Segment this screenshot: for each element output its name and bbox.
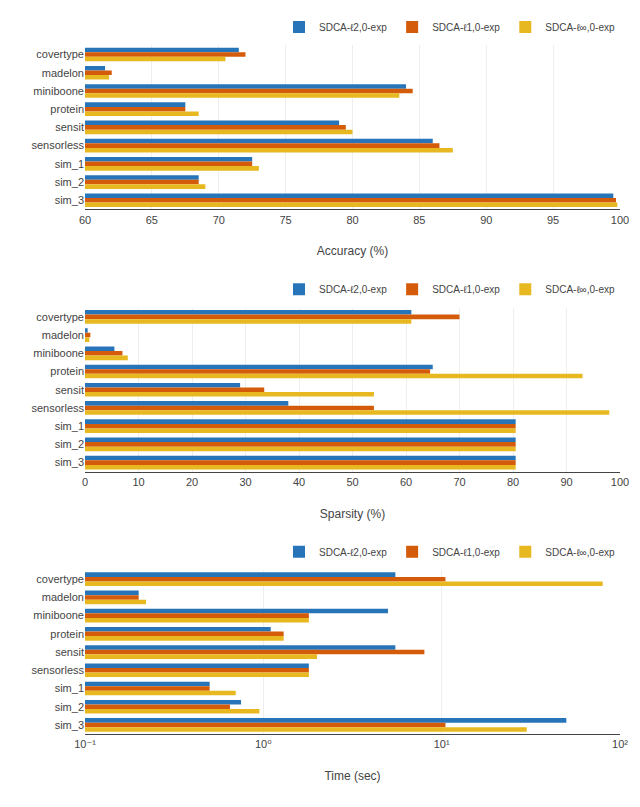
svg-text:SDCA-ℓ2,0-exp: SDCA-ℓ2,0-exp xyxy=(319,284,387,295)
svg-text:sim_2: sim_2 xyxy=(55,701,84,713)
svg-text:sensorless: sensorless xyxy=(31,402,84,414)
svg-text:protein: protein xyxy=(50,365,84,377)
svg-text:protein: protein xyxy=(50,103,84,115)
svg-text:sim_3: sim_3 xyxy=(55,719,84,731)
svg-text:10¹: 10¹ xyxy=(434,738,450,750)
svg-text:90: 90 xyxy=(480,214,492,226)
svg-text:sensorless: sensorless xyxy=(31,139,84,151)
svg-text:65: 65 xyxy=(146,214,158,226)
svg-text:10⁻¹: 10⁻¹ xyxy=(74,738,96,750)
svg-text:70: 70 xyxy=(453,476,465,488)
svg-text:10: 10 xyxy=(132,476,144,488)
svg-text:20: 20 xyxy=(186,476,198,488)
svg-text:sim_1: sim_1 xyxy=(55,420,84,432)
svg-text:miniboone: miniboone xyxy=(33,85,84,97)
svg-text:60: 60 xyxy=(400,476,412,488)
svg-text:sensit: sensit xyxy=(55,384,84,396)
svg-text:SDCA-ℓ1,0-exp: SDCA-ℓ1,0-exp xyxy=(432,547,500,558)
svg-text:madelon: madelon xyxy=(42,591,84,603)
svg-text:sensorless: sensorless xyxy=(31,664,84,676)
svg-text:90: 90 xyxy=(560,476,572,488)
svg-text:95: 95 xyxy=(547,214,559,226)
svg-text:covertype: covertype xyxy=(36,573,84,585)
svg-text:10²: 10² xyxy=(612,738,628,750)
svg-text:SDCA-ℓ2,0-exp: SDCA-ℓ2,0-exp xyxy=(319,547,387,558)
svg-text:100: 100 xyxy=(611,214,629,226)
svg-text:85: 85 xyxy=(413,214,425,226)
svg-text:60: 60 xyxy=(79,214,91,226)
svg-text:40: 40 xyxy=(293,476,305,488)
svg-text:SDCA-ℓ2,0-exp: SDCA-ℓ2,0-exp xyxy=(319,22,387,33)
svg-text:Sparsity (%): Sparsity (%) xyxy=(320,507,385,521)
svg-text:10⁰: 10⁰ xyxy=(255,738,272,750)
svg-text:50: 50 xyxy=(346,476,358,488)
svg-text:madelon: madelon xyxy=(42,329,84,341)
svg-text:protein: protein xyxy=(50,628,84,640)
svg-text:80: 80 xyxy=(346,214,358,226)
svg-text:sim_2: sim_2 xyxy=(55,176,84,188)
svg-text:covertype: covertype xyxy=(36,48,84,60)
svg-text:sim_2: sim_2 xyxy=(55,438,84,450)
svg-text:madelon: madelon xyxy=(42,67,84,79)
svg-text:covertype: covertype xyxy=(36,311,84,323)
svg-text:sensit: sensit xyxy=(55,121,84,133)
svg-text:SDCA-ℓ∞,0-exp: SDCA-ℓ∞,0-exp xyxy=(545,284,615,295)
svg-text:0: 0 xyxy=(82,476,88,488)
svg-text:sim_3: sim_3 xyxy=(55,456,84,468)
svg-text:sim_3: sim_3 xyxy=(55,194,84,206)
svg-text:70: 70 xyxy=(213,214,225,226)
svg-text:80: 80 xyxy=(507,476,519,488)
svg-text:SDCA-ℓ1,0-exp: SDCA-ℓ1,0-exp xyxy=(432,22,500,33)
svg-text:30: 30 xyxy=(239,476,251,488)
svg-text:Time (sec): Time (sec) xyxy=(324,769,380,783)
svg-text:75: 75 xyxy=(280,214,292,226)
svg-text:sim_1: sim_1 xyxy=(55,158,84,170)
svg-text:sensit: sensit xyxy=(55,646,84,658)
svg-text:SDCA-ℓ1,0-exp: SDCA-ℓ1,0-exp xyxy=(432,284,500,295)
svg-text:Accuracy (%): Accuracy (%) xyxy=(317,244,388,258)
svg-text:SDCA-ℓ∞,0-exp: SDCA-ℓ∞,0-exp xyxy=(545,22,615,33)
svg-text:100: 100 xyxy=(611,476,629,488)
svg-text:miniboone: miniboone xyxy=(33,609,84,621)
svg-text:SDCA-ℓ∞,0-exp: SDCA-ℓ∞,0-exp xyxy=(545,547,615,558)
svg-text:miniboone: miniboone xyxy=(33,347,84,359)
svg-text:sim_1: sim_1 xyxy=(55,682,84,694)
